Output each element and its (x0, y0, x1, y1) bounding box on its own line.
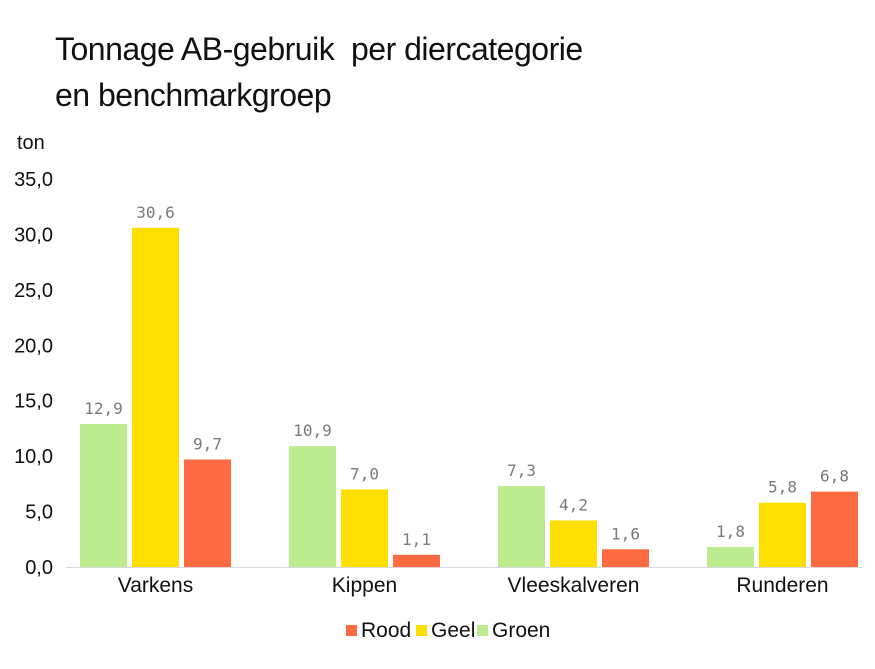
bar-rood-kippen (393, 554, 440, 567)
legend: Rood Geel Groen (346, 619, 550, 642)
bar-groen-runderen (707, 547, 754, 567)
data-label: 7,3 (507, 461, 536, 480)
data-label: 7,0 (350, 464, 379, 483)
data-label: 1,8 (716, 522, 745, 541)
legend-label-rood: Rood (361, 619, 411, 642)
y-tick-label: 0,0 (25, 557, 53, 579)
chart-title-line-1: Tonnage AB-gebruik per diercategorie (55, 31, 583, 67)
bar-geel-runderen (759, 502, 806, 567)
chart-title-line-2: en benchmarkgroep (55, 77, 332, 113)
data-label: 10,9 (293, 421, 332, 440)
bars (66, 227, 862, 568)
legend-swatch-geel (416, 625, 427, 636)
bar-geel-vleeskalveren (550, 520, 597, 567)
bar-rood-vleeskalveren (602, 549, 649, 567)
x-category-label: Vleeskalveren (508, 574, 640, 597)
y-tick-label: 10,0 (14, 446, 53, 468)
bar-geel-kippen (341, 489, 388, 567)
bar-groen-vleeskalveren (498, 486, 545, 567)
data-label: 30,6 (136, 203, 175, 222)
y-tick-label: 20,0 (14, 335, 53, 357)
bar-geel-varkens (132, 227, 179, 567)
y-tick-label: 5,0 (25, 502, 53, 524)
data-label: 6,8 (820, 467, 849, 486)
bar-rood-runderen (811, 491, 858, 567)
legend-swatch-groen (477, 625, 488, 636)
legend-swatch-rood (346, 625, 357, 636)
data-label: 4,2 (559, 495, 588, 514)
y-tick-label: 30,0 (14, 224, 53, 246)
y-tick-label: 15,0 (14, 391, 53, 413)
data-label: 1,6 (611, 524, 640, 543)
bar-groen-kippen (289, 446, 336, 567)
y-tick-label: 35,0 (14, 169, 53, 191)
data-label: 12,9 (84, 399, 123, 418)
y-axis-unit-label: ton (17, 132, 45, 154)
x-category-label: Kippen (332, 574, 397, 597)
legend-label-groen: Groen (492, 619, 550, 642)
chart-title: Tonnage AB-gebruik per diercategorie en … (55, 26, 583, 118)
data-label: 1,1 (402, 530, 431, 549)
data-labels: 12,9 30,6 9,7 10,9 7,0 1,1 7,3 4,2 1,6 1,8 5,8 6,8 (84, 203, 849, 549)
y-axis-ticks: 0,0 5,0 10,0 15,0 20,0 25,0 30,0 35,0 (14, 169, 53, 579)
y-tick-label: 25,0 (14, 280, 53, 302)
x-category-label: Varkens (118, 574, 193, 597)
legend-label-geel: Geel (431, 619, 475, 642)
bar-rood-varkens (184, 459, 231, 567)
data-label: 9,7 (193, 434, 222, 453)
data-label: 5,8 (768, 478, 797, 497)
bar-groen-varkens (80, 423, 127, 567)
x-axis-categories: Varkens Kippen Vleeskalveren Runderen (118, 574, 829, 597)
x-category-label: Runderen (736, 574, 828, 597)
